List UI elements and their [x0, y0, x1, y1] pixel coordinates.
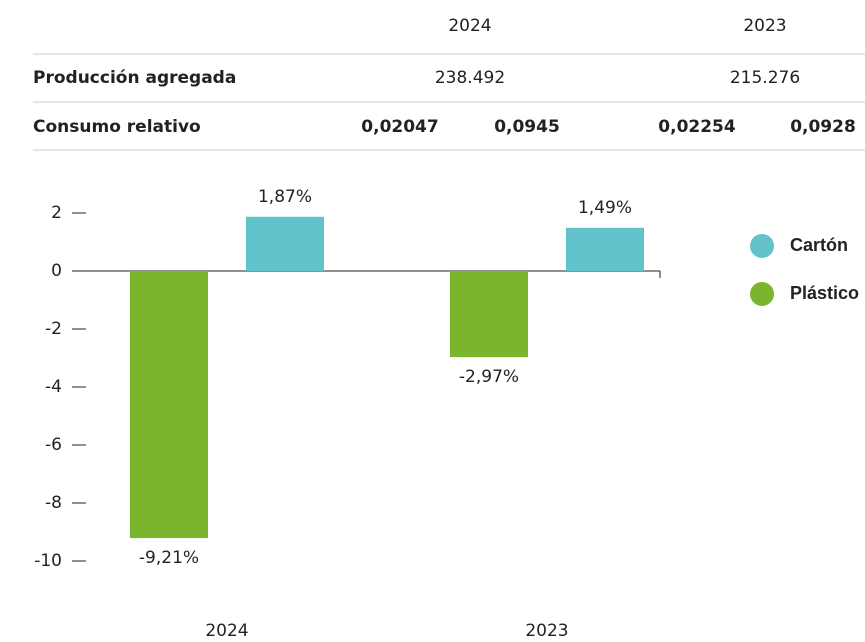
- table-cell: 238.492: [435, 68, 505, 88]
- x-tick-label: 2023: [525, 621, 568, 641]
- row-label: Consumo relativo: [33, 117, 201, 137]
- data-label: 1,49%: [578, 198, 632, 218]
- bar: [450, 271, 528, 358]
- table-cell: 0,02254: [658, 117, 736, 137]
- table-cell: 0,0928: [790, 117, 856, 137]
- y-tick-label: -8: [45, 493, 62, 513]
- y-tick-label: -2: [45, 319, 62, 339]
- data-label: -9,21%: [139, 548, 199, 568]
- data-label: 1,87%: [258, 187, 312, 207]
- bar: [130, 271, 208, 539]
- table-cell: 0,02047: [361, 117, 438, 137]
- legend-swatch: [750, 234, 774, 258]
- column-header: 2024: [448, 16, 491, 36]
- y-tick-label: -6: [45, 435, 62, 455]
- y-tick-label: -10: [34, 551, 62, 571]
- y-tick-label: 0: [51, 261, 62, 281]
- table-cell: 0,0945: [494, 117, 560, 137]
- data-label: -2,97%: [459, 367, 519, 387]
- bar: [246, 216, 324, 271]
- bar: [566, 227, 644, 271]
- y-tick-label: 2: [51, 203, 62, 223]
- column-header: 2023: [743, 16, 786, 36]
- legend-label: Plástico: [790, 283, 859, 303]
- x-tick-label: 2024: [205, 621, 248, 641]
- row-label: Producción agregada: [33, 68, 236, 88]
- table-cell: 215.276: [730, 68, 800, 88]
- y-tick-label: -4: [45, 377, 62, 397]
- legend-label: Cartón: [790, 235, 848, 255]
- legend-swatch: [750, 282, 774, 306]
